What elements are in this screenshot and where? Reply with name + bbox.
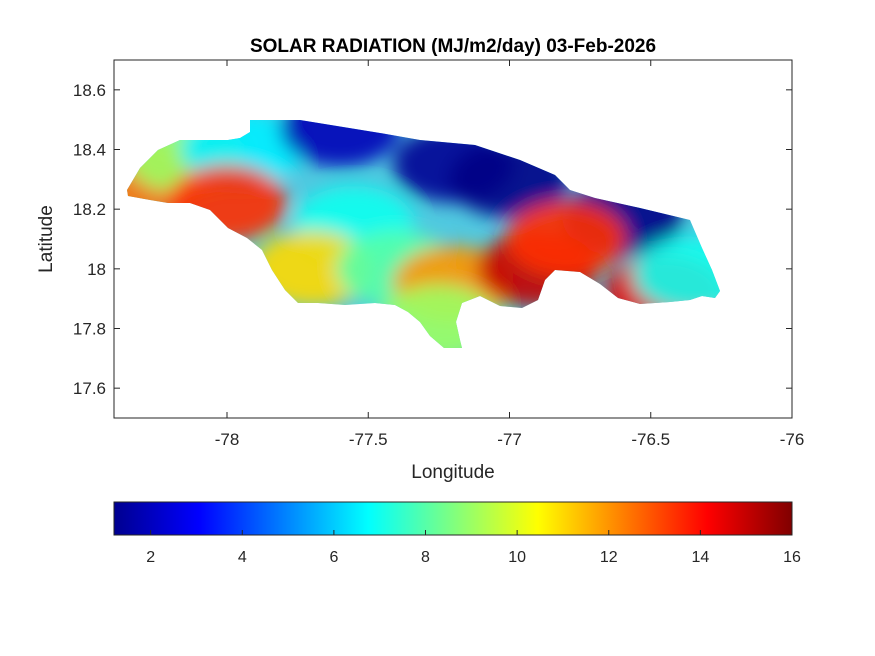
y-tick-label-3: 18.2 <box>73 200 106 219</box>
chart-title: SOLAR RADIATION (MJ/m2/day) 03-Feb-2026 <box>250 36 656 57</box>
colorbar-tick-label-5: 12 <box>600 549 618 566</box>
x-tick-label-2: -77 <box>497 430 522 449</box>
x-tick-label-4: -76 <box>780 430 805 449</box>
colorbar-tick-label-3: 8 <box>421 549 430 566</box>
x-tick-label-0: -78 <box>215 430 240 449</box>
colorbar-tick-label-7: 16 <box>783 549 801 566</box>
x-axis-ticks: -78 -77.5 -77 -76.5 -76 <box>215 60 805 449</box>
x-axis-label: Longitude <box>411 462 494 483</box>
colorbar-tick-label-2: 6 <box>329 549 338 566</box>
colorbar-tick-label-6: 14 <box>691 549 709 566</box>
y-tick-label-5: 18.6 <box>73 81 106 100</box>
colorbar-tick-label-1: 4 <box>238 549 247 566</box>
y-axis-ticks: 17.6 17.8 18 18.2 18.4 18.6 <box>73 81 792 398</box>
colorbar <box>113 501 793 536</box>
radiation-sample-4 <box>280 120 400 167</box>
colorbar-ticks: 2 4 6 8 10 12 14 16 <box>146 530 801 566</box>
radiation-sample-16 <box>633 236 720 313</box>
colorbar-tick-label-0: 2 <box>146 549 155 566</box>
y-axis-label: Latitude <box>36 205 57 273</box>
y-tick-label-2: 18 <box>87 260 106 279</box>
y-tick-label-1: 17.8 <box>73 320 106 339</box>
y-tick-label-4: 18.4 <box>73 141 106 160</box>
colorbar-tick-label-4: 10 <box>508 549 526 566</box>
x-tick-label-1: -77.5 <box>349 430 388 449</box>
x-tick-label-3: -76.5 <box>631 430 670 449</box>
y-tick-label-0: 17.6 <box>73 379 106 398</box>
radiation-sample-13 <box>506 201 626 277</box>
